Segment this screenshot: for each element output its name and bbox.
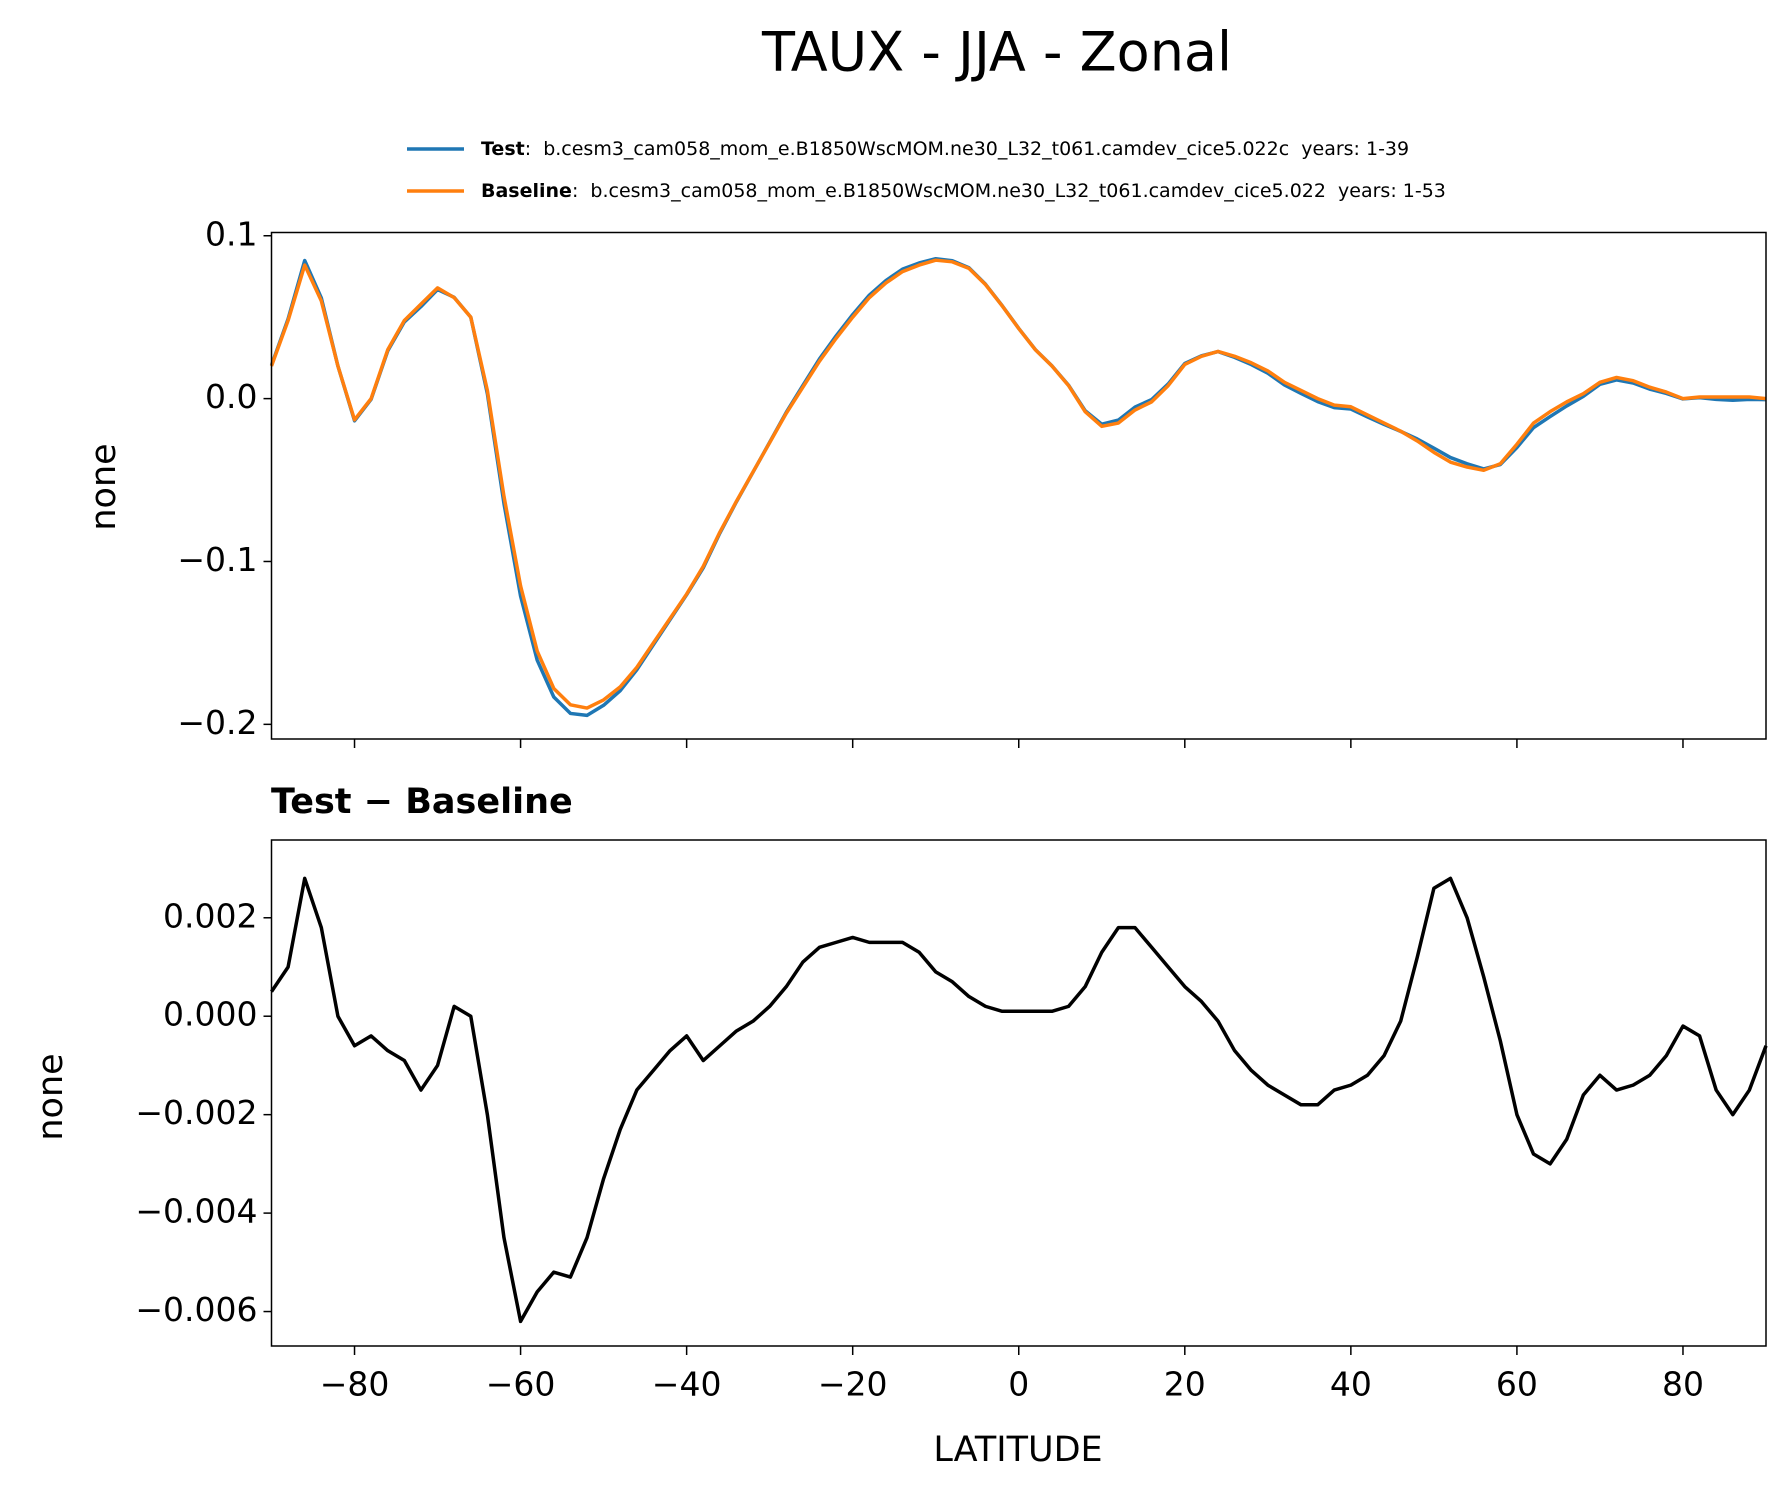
x-tick-label: −40 [652,1365,722,1404]
y-axis-label: none [31,1053,71,1140]
x-axis-label: LATITUDE [933,1430,1102,1470]
legend-label: Baseline: b.cesm3_cam058_mom_e.B1850WscM… [481,180,1446,202]
y-tick-label: 0.000 [163,995,257,1034]
y-tick-label: −0.006 [135,1290,257,1329]
legend-info: : b.cesm3_cam058_mom_e.B1850WscMOM.ne30_… [525,138,1409,160]
axes-frame [270,231,1767,740]
x-tick-label: 0 [1008,1365,1029,1404]
y-axis-label: none [84,443,124,530]
x-tick-label: −20 [818,1365,888,1404]
y-tick-label: −0.004 [135,1192,257,1231]
x-tick-label: 80 [1662,1365,1704,1404]
y-tick-label: −0.2 [177,703,257,742]
data-line [270,876,1768,1324]
x-tick-label: 20 [1164,1365,1206,1404]
x-tick-label: −80 [320,1365,390,1404]
x-tick-label: −60 [486,1365,556,1404]
y-tick-label: 0.0 [205,377,257,416]
panel-title: Test − Baseline [271,782,573,822]
legend-info: : b.cesm3_cam058_mom_e.B1850WscMOM.ne30_… [572,180,1446,202]
chart-title: TAUX - JJA - Zonal [761,21,1232,84]
y-tick-label: −0.002 [135,1093,257,1132]
y-tick-label: 0.002 [163,896,257,935]
x-tick-label: 40 [1330,1365,1372,1404]
data-line [269,258,1767,710]
legend-name: Baseline [481,180,572,202]
legend-name: Test [481,138,525,160]
legend-label: Test: b.cesm3_cam058_mom_e.B1850WscMOM.n… [481,138,1409,160]
y-tick-label: −0.1 [177,540,257,579]
x-tick-label: 60 [1496,1365,1538,1404]
y-tick-label: 0.1 [205,214,257,253]
axes-frame [270,839,1767,1347]
